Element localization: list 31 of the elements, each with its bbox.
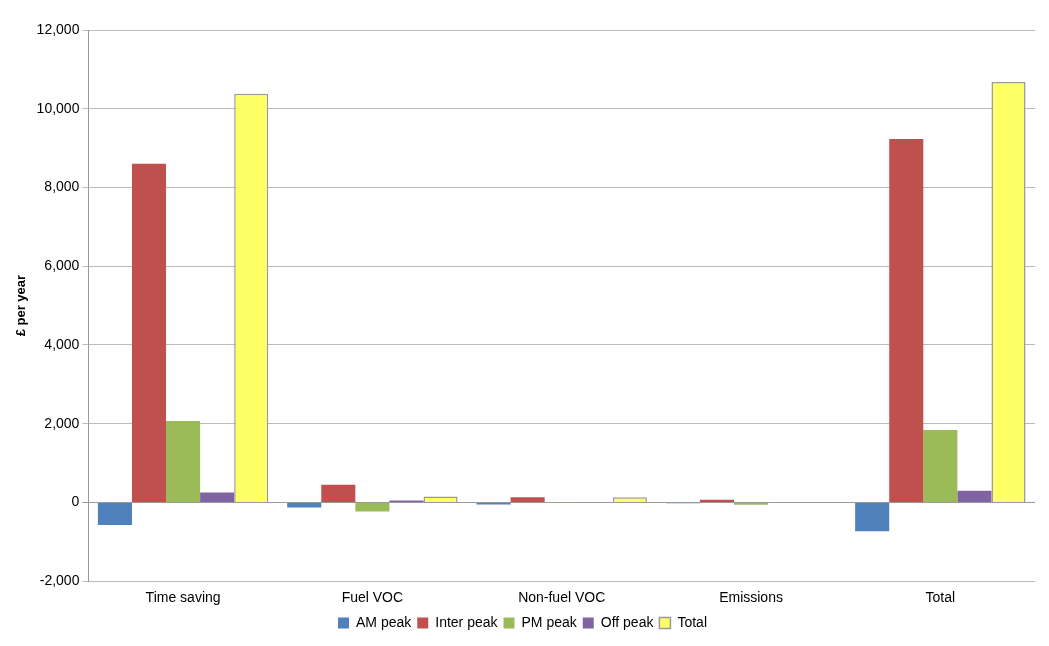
y-tick-label: 0	[71, 493, 80, 510]
y-tick-label: 10,000	[36, 99, 80, 116]
bar	[287, 502, 322, 508]
bar	[166, 420, 201, 502]
y-tick-label: 4,000	[44, 335, 80, 352]
legend-label: Inter peak	[435, 613, 499, 630]
legend-label: Off peak	[600, 613, 655, 630]
legend-label: Total	[677, 613, 707, 630]
legend-label: AM peak	[356, 613, 413, 630]
y-tick-label: -2,000	[39, 572, 80, 589]
y-tick-label: 6,000	[44, 257, 80, 274]
bar	[510, 497, 545, 502]
y-tick-label: 8,000	[44, 178, 80, 195]
x-tick-label: Non-fuel VOC	[518, 589, 606, 606]
legend-label: PM peak	[521, 613, 578, 630]
bar	[355, 502, 390, 512]
bar	[923, 430, 958, 502]
bar	[855, 502, 890, 532]
y-tick-label: 12,000	[36, 20, 80, 37]
y-axis-title: £ per year	[13, 274, 29, 337]
bar	[200, 492, 235, 502]
bar	[131, 163, 167, 502]
x-tick-label: Fuel VOC	[341, 589, 404, 606]
y-tick-label: 2,000	[44, 414, 80, 431]
bar	[889, 139, 924, 502]
x-tick-label: Total	[925, 589, 956, 606]
x-tick-label: Emissions	[719, 589, 783, 606]
bar	[97, 502, 132, 525]
x-tick-label: Time saving	[145, 589, 221, 606]
bar	[321, 484, 356, 502]
bar	[957, 490, 992, 502]
